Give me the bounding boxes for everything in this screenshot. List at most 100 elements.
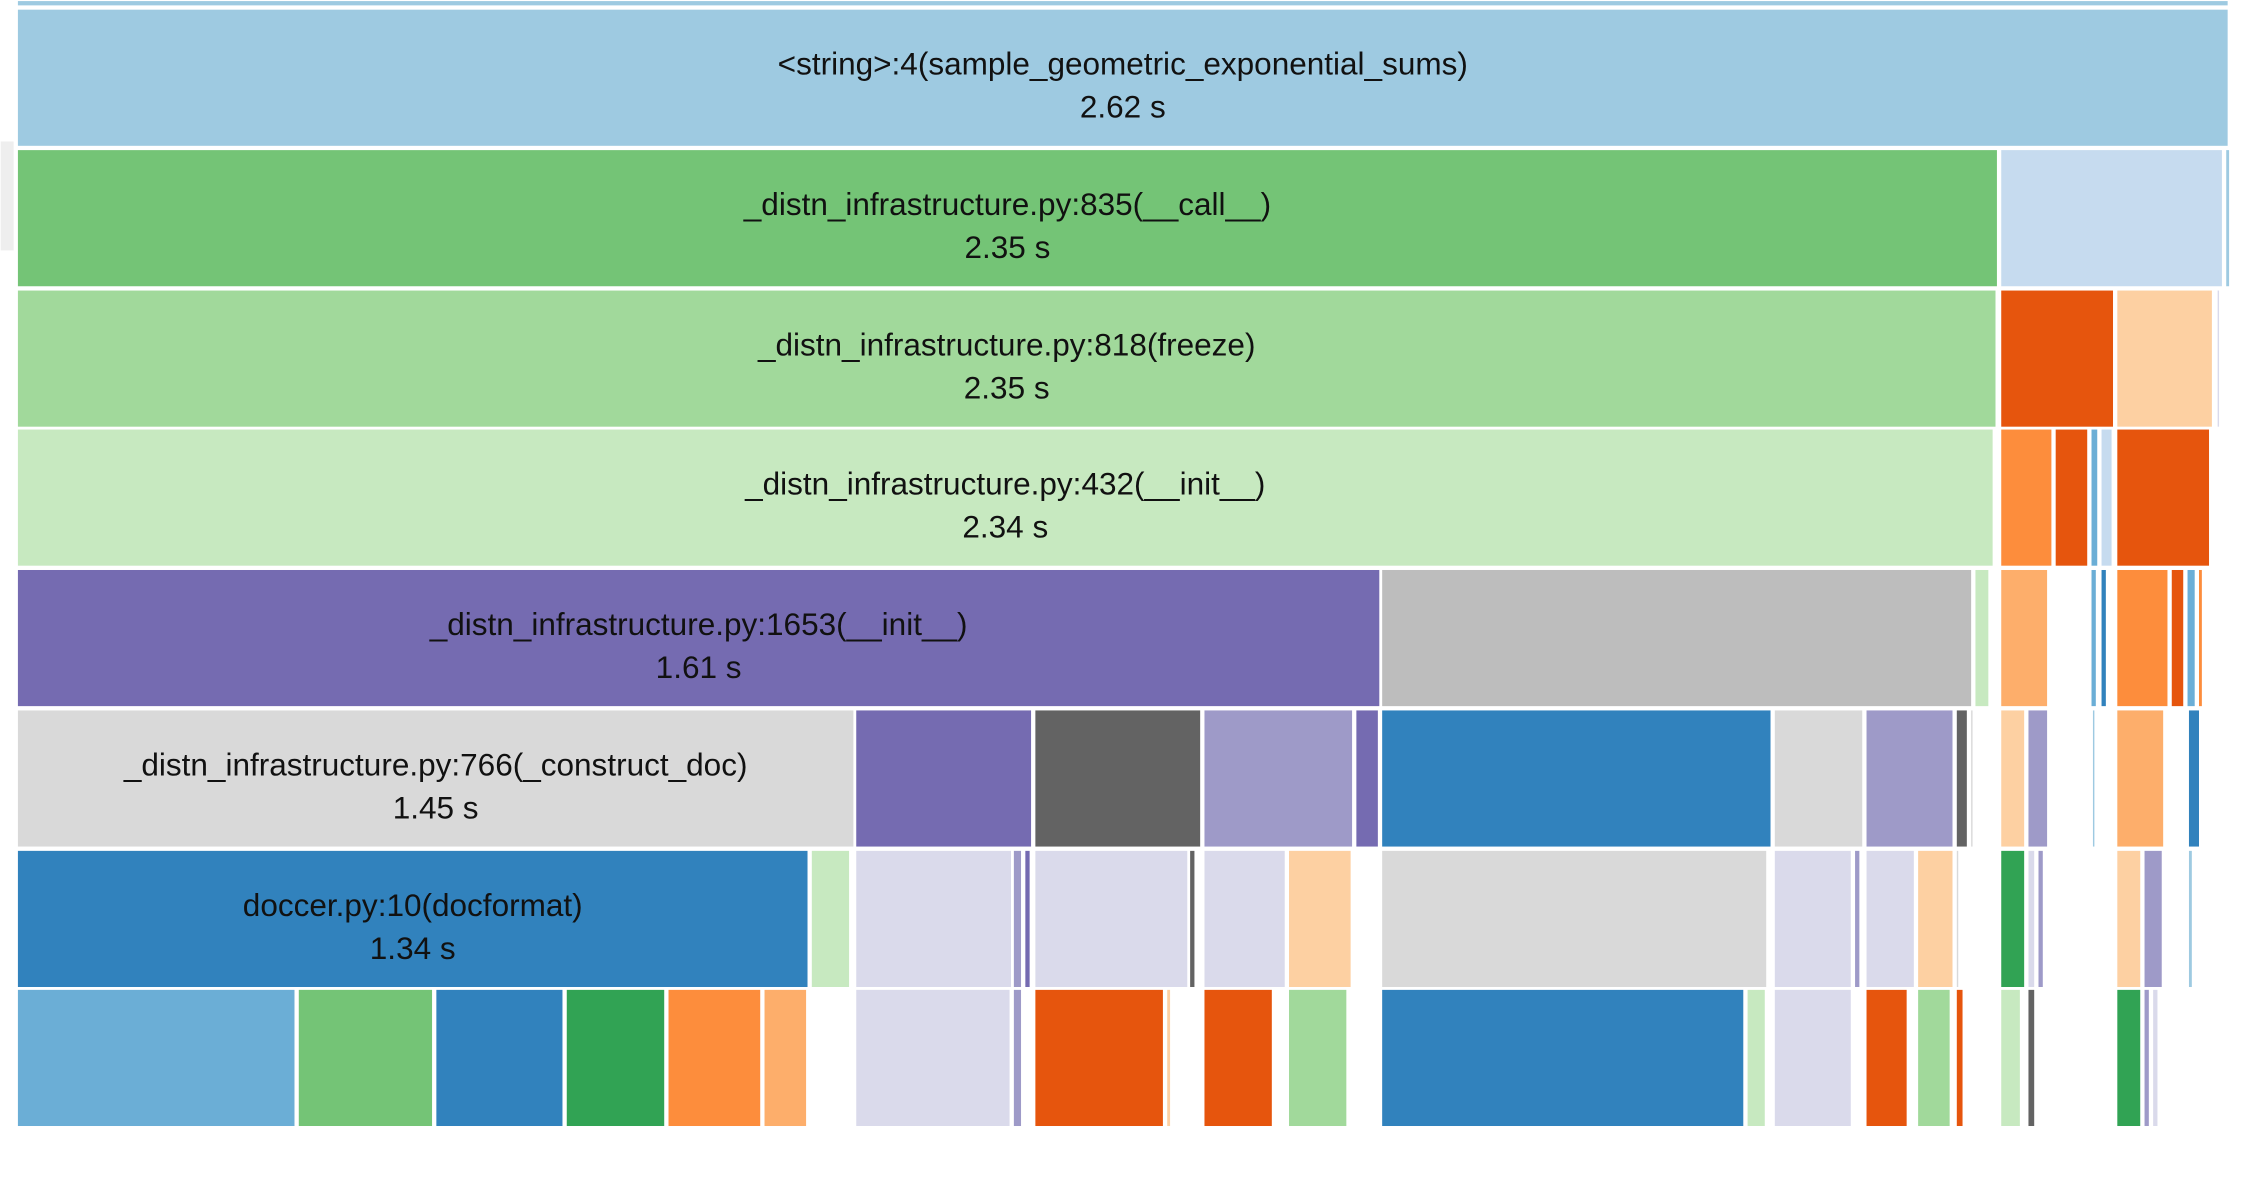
call-block[interactable] xyxy=(1773,708,1864,848)
call-block[interactable] xyxy=(16,289,1997,429)
call-block[interactable] xyxy=(1865,988,1909,1128)
call-block[interactable] xyxy=(763,988,808,1128)
call-block[interactable] xyxy=(854,708,1033,848)
side-widget[interactable] xyxy=(0,140,16,252)
block-time: 2.35 s xyxy=(964,229,1050,265)
block-time: 2.35 s xyxy=(964,369,1050,405)
block-label: _distn_infrastructure.py:432(__init__) xyxy=(744,465,1265,501)
call-block[interactable] xyxy=(1999,289,2115,429)
call-block[interactable] xyxy=(1012,988,1023,1128)
call-block[interactable] xyxy=(16,568,1381,708)
call-block[interactable] xyxy=(1380,988,1745,1128)
call-block[interactable] xyxy=(2151,988,2159,1128)
call-block[interactable] xyxy=(1203,988,1274,1128)
call-block[interactable] xyxy=(16,708,855,848)
call-block[interactable] xyxy=(1033,708,1202,848)
call-block[interactable] xyxy=(2197,568,2204,708)
call-block[interactable] xyxy=(1969,708,1975,848)
call-block[interactable] xyxy=(1853,849,1861,989)
call-block[interactable] xyxy=(854,988,1012,1128)
call-block[interactable] xyxy=(565,988,666,1128)
call-block[interactable] xyxy=(1287,849,1353,989)
call-block[interactable] xyxy=(1974,568,1990,708)
block-label: <string>:4(sample_geometric_exponential_… xyxy=(778,46,1468,82)
top-block xyxy=(16,0,2230,7)
call-block[interactable] xyxy=(1203,708,1354,848)
block-label: doccer.py:10(docformat) xyxy=(243,887,583,923)
call-block[interactable] xyxy=(2170,568,2185,708)
call-block[interactable] xyxy=(1955,708,1969,848)
block-label: _distn_infrastructure.py:835(__call__) xyxy=(743,186,1271,222)
call-block[interactable] xyxy=(2090,428,2099,568)
call-block[interactable] xyxy=(2091,708,2096,848)
call-block[interactable] xyxy=(2224,148,2231,288)
call-block[interactable] xyxy=(1354,708,1380,848)
call-block[interactable] xyxy=(2115,428,2211,568)
call-block[interactable] xyxy=(2027,988,2036,1128)
call-block[interactable] xyxy=(1746,988,1767,1128)
call-block[interactable] xyxy=(2027,708,2049,848)
call-block[interactable] xyxy=(1773,849,1853,989)
call-block[interactable] xyxy=(297,988,434,1128)
block-time: 1.61 s xyxy=(656,649,742,685)
call-block[interactable] xyxy=(1033,849,1189,989)
call-block[interactable] xyxy=(1999,428,2053,568)
call-block[interactable] xyxy=(1773,988,1853,1128)
call-block[interactable] xyxy=(2037,849,2045,989)
call-block[interactable] xyxy=(810,849,851,989)
call-block[interactable] xyxy=(667,988,762,1128)
call-block[interactable] xyxy=(1165,988,1172,1128)
call-block[interactable] xyxy=(1916,988,1952,1128)
call-block[interactable] xyxy=(1012,849,1023,989)
call-block[interactable] xyxy=(1865,849,1916,989)
call-block[interactable] xyxy=(2054,428,2089,568)
call-block[interactable] xyxy=(1380,849,1768,989)
call-block[interactable] xyxy=(1188,849,1196,989)
call-block[interactable] xyxy=(1999,568,2049,708)
call-block[interactable] xyxy=(1955,988,1964,1128)
block-label: _distn_infrastructure.py:1653(__init__) xyxy=(429,606,968,642)
call-block[interactable] xyxy=(1033,988,1165,1128)
call-block[interactable] xyxy=(1380,568,1973,708)
call-block[interactable] xyxy=(2115,988,2142,1128)
call-block[interactable] xyxy=(2100,568,2108,708)
call-block[interactable] xyxy=(1999,148,2224,288)
call-block[interactable] xyxy=(16,988,296,1128)
call-block[interactable] xyxy=(1999,849,2026,989)
call-block[interactable] xyxy=(16,849,809,989)
call-block[interactable] xyxy=(1203,849,1287,989)
call-block[interactable] xyxy=(2115,708,2165,848)
call-block[interactable] xyxy=(2027,849,2036,989)
call-block[interactable] xyxy=(2115,289,2214,429)
call-block[interactable] xyxy=(854,849,1013,989)
call-block[interactable] xyxy=(2216,289,2221,429)
call-block[interactable] xyxy=(2090,568,2098,708)
block-time: 2.62 s xyxy=(1080,89,1166,125)
block-time: 1.45 s xyxy=(393,789,479,825)
block-time: 2.34 s xyxy=(962,508,1048,544)
call-block[interactable] xyxy=(16,8,2230,148)
call-block[interactable] xyxy=(2187,849,2194,989)
call-block[interactable] xyxy=(1999,708,2026,848)
call-block[interactable] xyxy=(16,148,1999,288)
block-label: _distn_infrastructure.py:818(freeze) xyxy=(757,326,1256,362)
call-block[interactable] xyxy=(1865,708,1954,848)
call-block[interactable] xyxy=(2143,988,2151,1128)
call-block[interactable] xyxy=(1999,988,2022,1128)
call-block[interactable] xyxy=(2100,428,2114,568)
call-block[interactable] xyxy=(434,988,564,1128)
call-block[interactable] xyxy=(1916,849,1954,989)
call-block[interactable] xyxy=(2115,849,2142,989)
call-block[interactable] xyxy=(1023,849,1032,989)
call-block[interactable] xyxy=(2186,568,2197,708)
call-block[interactable] xyxy=(1287,988,1348,1128)
call-block[interactable] xyxy=(2143,849,2164,989)
call-block[interactable] xyxy=(2187,708,2201,848)
call-block[interactable] xyxy=(16,428,1995,568)
call-block[interactable] xyxy=(2115,568,2169,708)
block-time: 1.34 s xyxy=(370,930,456,966)
call-block[interactable] xyxy=(1955,849,1960,989)
call-block[interactable] xyxy=(1380,708,1772,848)
